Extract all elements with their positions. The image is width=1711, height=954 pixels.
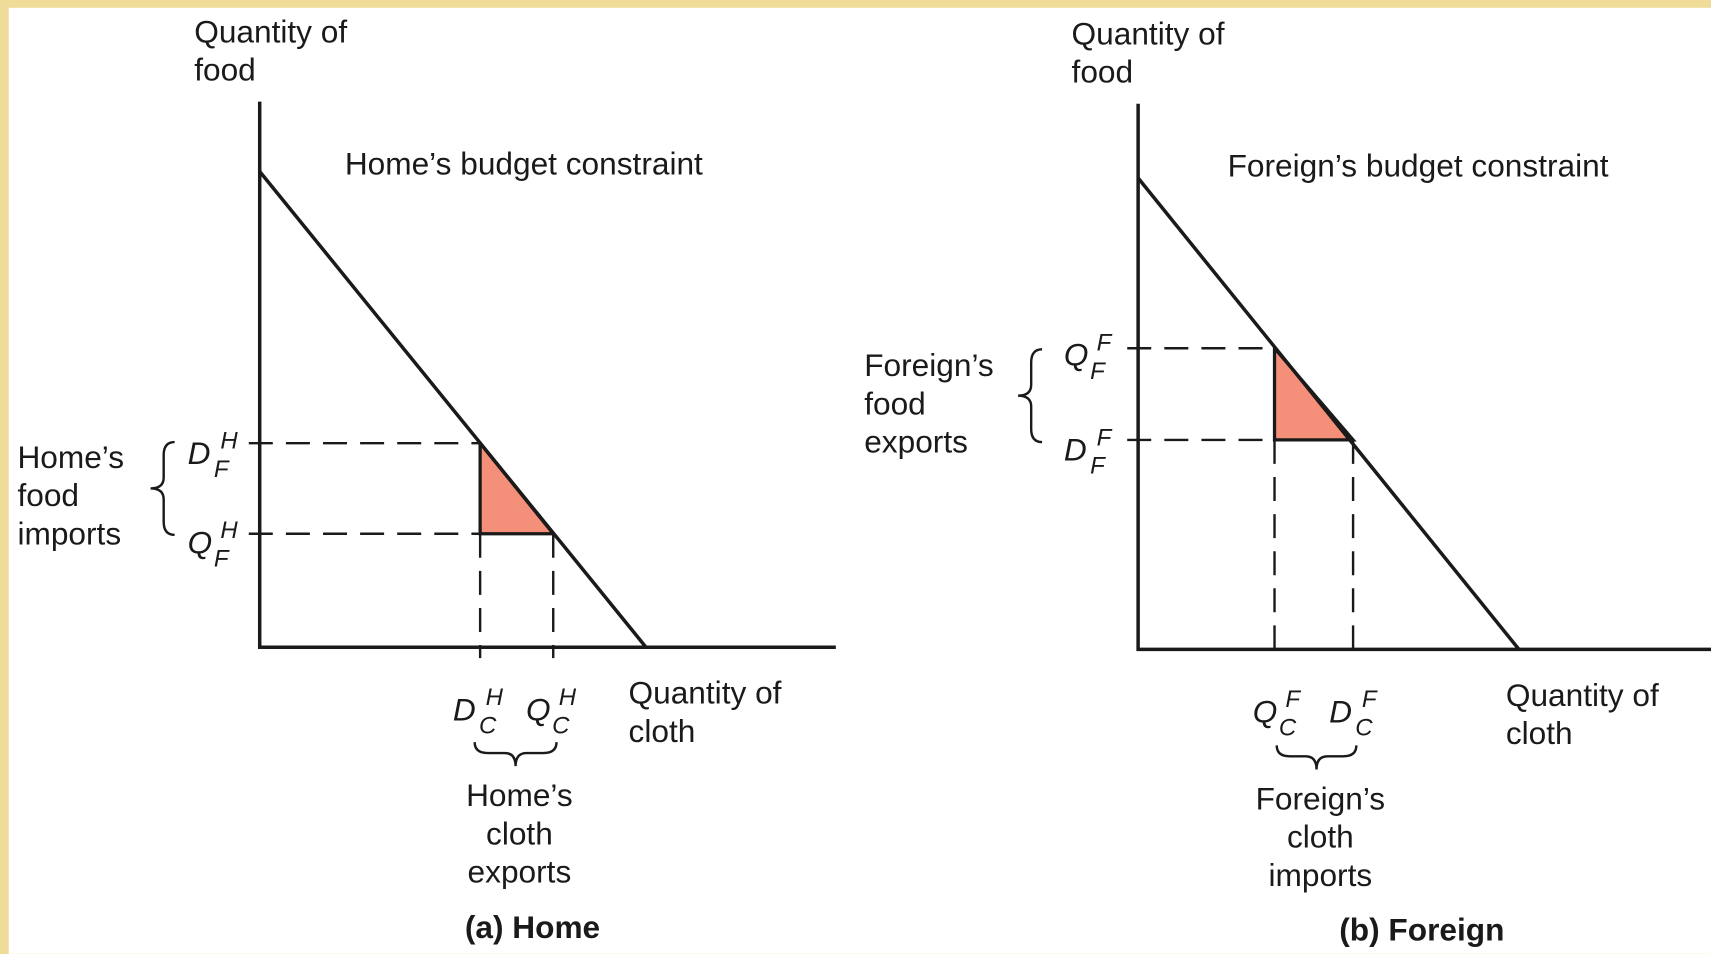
symbol-sub: F <box>1090 453 1106 480</box>
symbol-sub: F <box>1090 358 1106 385</box>
label-line: food <box>17 477 79 513</box>
label-line: food <box>1072 54 1134 90</box>
symbol-base: Q <box>1064 337 1089 373</box>
label-line: imports <box>17 515 121 551</box>
budget-line <box>258 170 648 649</box>
label-line: cloth <box>1506 715 1573 751</box>
symbol-sub: F <box>214 545 230 572</box>
symbol-base: Q <box>1253 694 1278 730</box>
symbol-base: D <box>1064 432 1087 468</box>
symbol-base: D <box>188 435 211 471</box>
brace <box>1018 348 1043 444</box>
label-line: food <box>194 52 256 88</box>
canvas <box>8 7 1711 954</box>
symbol-base: Q <box>188 524 213 560</box>
label-line: exports <box>864 424 968 460</box>
label-line: Foreign’s <box>864 347 994 383</box>
symbol-base: D <box>453 691 476 727</box>
label-line: exports <box>468 854 572 890</box>
label-line: Quantity of <box>629 675 782 711</box>
symbol-sub: C <box>1279 715 1297 742</box>
symbol-sup: H <box>220 517 238 544</box>
label-line: imports <box>1269 857 1373 893</box>
symbol-sub: F <box>214 456 230 483</box>
symbol-base: D <box>1329 694 1352 730</box>
panel-caption: (a) Home <box>465 909 600 945</box>
label-line: Home’s <box>466 777 573 813</box>
symbol-sup: H <box>220 428 238 455</box>
symbol-sub: C <box>1355 715 1373 742</box>
label-line: Quantity of <box>194 13 347 49</box>
brace <box>1275 745 1358 770</box>
brace <box>473 742 558 767</box>
curve-label: Home’s budget constraint <box>345 145 703 181</box>
symbol-sup: F <box>1097 424 1113 451</box>
symbol-sub: C <box>552 712 570 739</box>
symbol-sub: C <box>479 712 497 739</box>
curve-label: Foreign’s budget constraint <box>1228 148 1609 184</box>
brace <box>150 440 175 537</box>
label-line: Quantity of <box>1506 677 1659 713</box>
label-line: cloth <box>629 713 696 749</box>
symbol-sup: H <box>559 684 577 711</box>
label-line: Quantity of <box>1072 16 1225 52</box>
symbol-base: Q <box>526 691 551 727</box>
symbol-sup: H <box>486 684 504 711</box>
label-line: Home’s <box>17 439 124 475</box>
label-line: Foreign’s <box>1256 780 1385 816</box>
symbol-sup: F <box>1285 686 1301 713</box>
label-line: food <box>864 385 926 421</box>
panel-caption: (b) Foreign <box>1339 911 1504 947</box>
label-line: cloth <box>486 815 553 851</box>
symbol-sup: F <box>1362 686 1378 713</box>
label-line: cloth <box>1287 819 1354 855</box>
symbol-sup: F <box>1097 329 1113 356</box>
axes <box>1136 103 1711 652</box>
budget-line <box>1136 176 1521 651</box>
